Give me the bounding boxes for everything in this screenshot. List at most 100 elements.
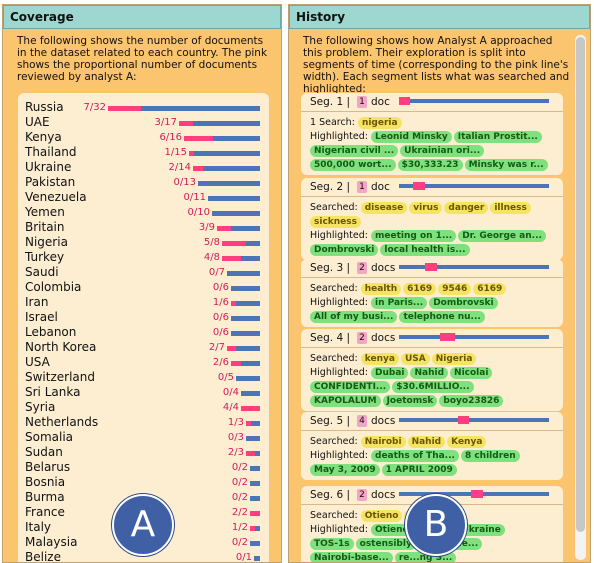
search-term-tag[interactable]: Nairobi <box>360 436 406 448</box>
coverage-row[interactable]: Colombia 0/6 <box>18 280 269 295</box>
search-term-tag[interactable]: Otieno <box>360 510 403 522</box>
highlight-tag[interactable]: Dr. George an... <box>458 230 546 242</box>
highlight-tag[interactable]: Nairobi-base... <box>310 552 393 562</box>
highlight-tag[interactable]: Ukrainian ori... <box>400 145 485 157</box>
highlight-tag[interactable]: All of my busi... <box>310 311 398 323</box>
segment-card[interactable]: Seg. 3 | 2 docs Searched: health 6169 9546 616… <box>301 259 563 327</box>
coverage-row[interactable]: Turkey 4/8 <box>18 250 269 265</box>
segment-card[interactable]: Seg. 5 | 4 docs Searched: Nairobi Nahid Kenya… <box>301 412 563 480</box>
coverage-row[interactable]: Nigeria 5/8 <box>18 235 269 250</box>
coverage-row[interactable]: Sudan 2/3 <box>18 445 269 460</box>
search-term-tag[interactable]: health <box>360 283 402 295</box>
coverage-row[interactable]: Ukraine 2/14 <box>18 160 269 175</box>
highlight-tag[interactable]: in Paris... <box>371 297 428 309</box>
search-term-tag[interactable]: illness <box>490 202 531 214</box>
segment-doc-count: 2 <box>357 332 367 344</box>
highlight-tag[interactable]: 1 APRIL 2009 <box>381 464 457 476</box>
segment-card[interactable]: Seg. 1 | 1 doc 1 Search: nigeria Highlighted… <box>301 93 563 175</box>
segment-card[interactable]: Seg. 2 | 1 doc Searched: disease virus danger… <box>301 178 563 260</box>
coverage-row[interactable]: Israel 0/6 <box>18 310 269 325</box>
coverage-row[interactable]: Italy 1/2 <box>18 520 269 535</box>
highlight-tag[interactable]: Dombrovski <box>310 244 379 256</box>
highlight-tag[interactable]: Nicolai <box>450 367 493 379</box>
search-term-tag[interactable]: 6169 <box>403 283 437 295</box>
segment-card[interactable]: Seg. 4 | 2 docs Searched: kenya USA Nigeria Hi… <box>301 329 563 411</box>
search-term-tag[interactable]: Nahid <box>407 436 446 448</box>
search-term-tag[interactable]: 9546 <box>438 283 472 295</box>
country-label: Venezuela <box>25 190 87 204</box>
coverage-row[interactable]: Sri Lanka 0/4 <box>18 385 269 400</box>
search-term-tag[interactable]: USA <box>400 353 430 365</box>
highlight-tag[interactable]: Leonid Minsky <box>371 131 452 143</box>
coverage-row[interactable]: Venezuela 0/11 <box>18 190 269 205</box>
search-term-tag[interactable]: nigeria <box>357 117 402 129</box>
highlight-tag[interactable]: $30,333.23 <box>397 159 463 171</box>
coverage-row[interactable]: North Korea 2/7 <box>18 340 269 355</box>
search-term-tag[interactable]: Kenya <box>447 436 487 448</box>
coverage-row[interactable]: Britain 3/9 <box>18 220 269 235</box>
highlight-tag[interactable]: ostensibly <box>355 538 416 550</box>
search-term-tag[interactable]: virus <box>409 202 443 214</box>
history-scroll-thumb[interactable] <box>576 37 585 532</box>
search-term-tag[interactable]: disease <box>360 202 408 214</box>
coverage-row[interactable]: Kenya 6/16 <box>18 130 269 145</box>
highlight-tag[interactable]: May 3, 2009 <box>310 464 380 476</box>
highlight-tag[interactable]: KAPOLALUM <box>310 395 381 407</box>
coverage-fraction: 0/2 <box>231 537 248 548</box>
coverage-row[interactable]: Malaysia 0/2 <box>18 535 269 550</box>
highlight-tag[interactable]: boyo23826 <box>439 395 504 407</box>
coverage-row[interactable]: UAE 3/17 <box>18 115 269 130</box>
coverage-row[interactable]: Syria 4/4 <box>18 400 269 415</box>
segment-doc-unit: docs <box>371 489 396 501</box>
coverage-row[interactable]: Russia 7/32 <box>18 100 269 115</box>
coverage-fraction: 0/6 <box>212 312 229 323</box>
coverage-row[interactable]: Belize 0/1 <box>18 550 269 562</box>
coverage-row[interactable]: Switzerland 0/5 <box>18 370 269 385</box>
coverage-row[interactable]: Pakistan 0/13 <box>18 175 269 190</box>
highlight-tag[interactable]: TOS-1s <box>310 538 354 550</box>
highlight-tag[interactable]: 500,000 wort... <box>310 159 396 171</box>
highlight-tag[interactable]: Nigerian civil ... <box>310 145 399 157</box>
search-term-tag[interactable]: 6169 <box>473 283 507 295</box>
coverage-row[interactable]: France 2/2 <box>18 505 269 520</box>
coverage-bar <box>208 196 260 201</box>
segment-time-window <box>458 416 469 424</box>
coverage-bar <box>236 376 260 381</box>
highlight-tag[interactable]: Joetomsk <box>382 395 438 407</box>
country-label: Pakistan <box>25 175 76 189</box>
highlight-tag[interactable]: Dubai <box>371 367 409 379</box>
highlight-tag[interactable]: re...ng S... <box>394 552 457 562</box>
highlight-tag[interactable]: Nahid <box>410 367 449 379</box>
coverage-row[interactable]: Burma 0/2 <box>18 490 269 505</box>
highlight-tag[interactable]: $30.6MILLIO... <box>392 381 474 393</box>
coverage-row[interactable]: USA 2/6 <box>18 355 269 370</box>
coverage-row[interactable]: Thailand 1/15 <box>18 145 269 160</box>
highlight-tag[interactable]: Dombrovski <box>429 297 498 309</box>
coverage-row[interactable]: Yemen 0/10 <box>18 205 269 220</box>
history-scrollbar[interactable] <box>575 35 586 560</box>
coverage-row[interactable]: Netherlands 1/3 <box>18 415 269 430</box>
highlight-tag[interactable]: meeting on 1... <box>371 230 457 242</box>
coverage-row[interactable]: Somalia 0/3 <box>18 430 269 445</box>
segment-time-window <box>471 490 483 498</box>
coverage-row[interactable]: Saudi 0/7 <box>18 265 269 280</box>
highlight-tag[interactable]: local health is... <box>380 244 470 256</box>
highlight-tag[interactable]: Italian Prostit... <box>453 131 542 143</box>
highlight-tag[interactable]: deaths of Tha... <box>371 450 459 462</box>
highlight-tag[interactable]: Ukraine <box>457 524 505 536</box>
coverage-bar <box>212 211 260 216</box>
search-term-tag[interactable]: Nigeria <box>431 353 477 365</box>
highlight-tag[interactable]: 8 children <box>460 450 520 462</box>
search-term-tag[interactable]: kenya <box>360 353 399 365</box>
coverage-row[interactable]: Belarus 0/2 <box>18 460 269 475</box>
highlight-tag[interactable]: Minsky was r... <box>464 159 548 171</box>
coverage-row[interactable]: Bosnia 0/2 <box>18 475 269 490</box>
search-term-tag[interactable]: danger <box>444 202 489 214</box>
coverage-row[interactable]: Lebanon 0/6 <box>18 325 269 340</box>
coverage-bar <box>250 526 260 531</box>
coverage-row[interactable]: Iran 1/6 <box>18 295 269 310</box>
highlight-tag[interactable]: CONFIDENTI... <box>310 381 391 393</box>
highlight-tag[interactable]: Otieno <box>371 524 413 536</box>
search-term-tag[interactable]: sickness <box>310 216 361 228</box>
highlight-tag[interactable]: telephone nu... <box>399 311 485 323</box>
